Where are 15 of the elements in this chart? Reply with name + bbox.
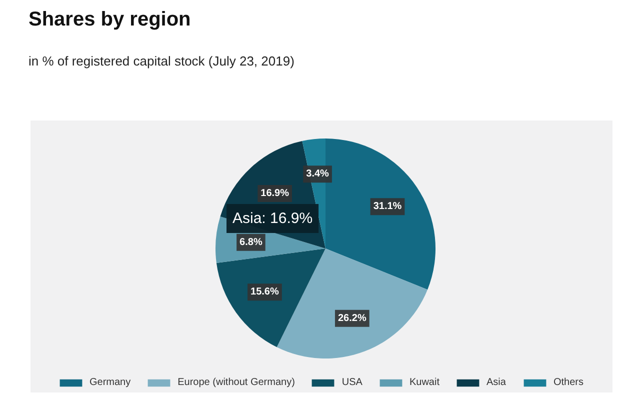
legend-label: Europe (without Germany): [178, 377, 295, 388]
legend-label: Asia: [486, 377, 506, 388]
data-label: 31.1%: [373, 201, 402, 212]
legend-label: Kuwait: [409, 377, 440, 388]
data-label: 26.2%: [338, 312, 366, 324]
text: Asia: 16.9%: [232, 210, 313, 227]
legend-label: USA: [342, 377, 362, 388]
chart-subtitle: in % of registered capital stock (July 23, 2019): [28, 54, 294, 68]
data-label: 6.8%: [240, 236, 262, 248]
data-label: 16.9%: [260, 188, 290, 199]
data-label: 15.6%: [250, 286, 279, 298]
legend-label: Others: [553, 377, 584, 388]
chart-title: Shares by region: [28, 8, 191, 30]
legend-label: Germany: [90, 377, 131, 388]
data-label: 3.4%: [306, 168, 330, 180]
